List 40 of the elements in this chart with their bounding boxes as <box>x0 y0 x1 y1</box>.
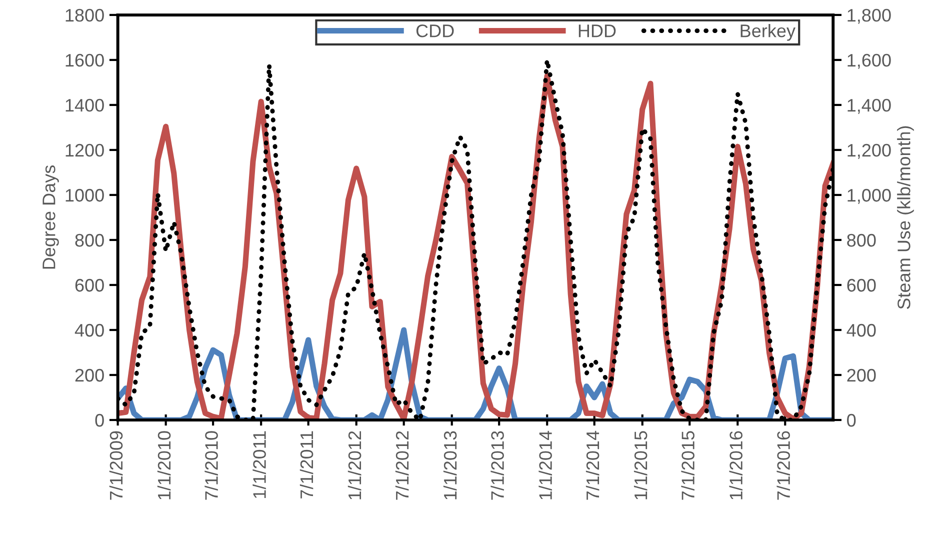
x-tick-label: 7/1/2012 <box>395 431 409 500</box>
y2-tick-label: 1,400 <box>848 98 891 114</box>
y2-tick-label: 1,800 <box>848 8 891 24</box>
x-tick-label: 1/1/2014 <box>538 430 552 500</box>
y-tick-label: 1000 <box>66 188 104 202</box>
y2-tick-label: 0 <box>847 414 856 427</box>
x-tick-label: 7/1/2010 <box>204 431 218 500</box>
y2-tick-label: 1,000 <box>848 188 891 204</box>
y-tick-label: 800 <box>75 234 104 247</box>
y-tick-label: 600 <box>75 278 104 292</box>
y-tick-label: 1600 <box>66 54 104 67</box>
legend-label: Berkey <box>740 24 796 41</box>
x-tick-label: 7/1/2013 <box>490 431 504 500</box>
x-tick-label: 7/1/2009 <box>109 431 123 500</box>
x-tick-label: 1/1/2012 <box>348 431 362 500</box>
x-tick-label: 7/1/2014 <box>586 430 600 500</box>
legend-label: CDD <box>416 24 454 38</box>
legend-label: HDD <box>578 24 616 38</box>
y-tick-label: 1400 <box>66 98 104 112</box>
x-tick-label: 1/1/2010 <box>157 431 171 500</box>
y2-axis-title: Steam Use (klb/month) <box>897 126 914 309</box>
y2-tick-label: 1,200 <box>848 144 891 159</box>
y2-tick-label: 200 <box>847 368 876 382</box>
y-tick-label: 200 <box>75 368 104 382</box>
y-tick-label: 1800 <box>66 8 104 22</box>
y2-tick-label: 800 <box>847 234 876 247</box>
y-tick-label: 0 <box>95 414 104 427</box>
y2-tick-label: 400 <box>846 324 876 337</box>
y2-tick-label: 600 <box>847 278 876 292</box>
y2-tick-label: 1,600 <box>848 54 891 69</box>
y-tick-label: 400 <box>74 324 104 337</box>
x-tick-label: 1/1/2011 <box>252 431 266 498</box>
x-tick-label: 1/1/2016 <box>729 431 742 500</box>
x-tick-label: 1/1/2015 <box>634 431 648 500</box>
y-tick-label: 1200 <box>66 144 104 157</box>
y-axis-title: Degree Days <box>42 165 59 269</box>
x-tick-label: 7/1/2016 <box>776 431 790 500</box>
x-tick-label: 1/1/2013 <box>443 431 457 500</box>
x-tick-label: 7/1/2015 <box>681 431 694 500</box>
x-tick-label: 7/1/2011 <box>300 431 314 498</box>
